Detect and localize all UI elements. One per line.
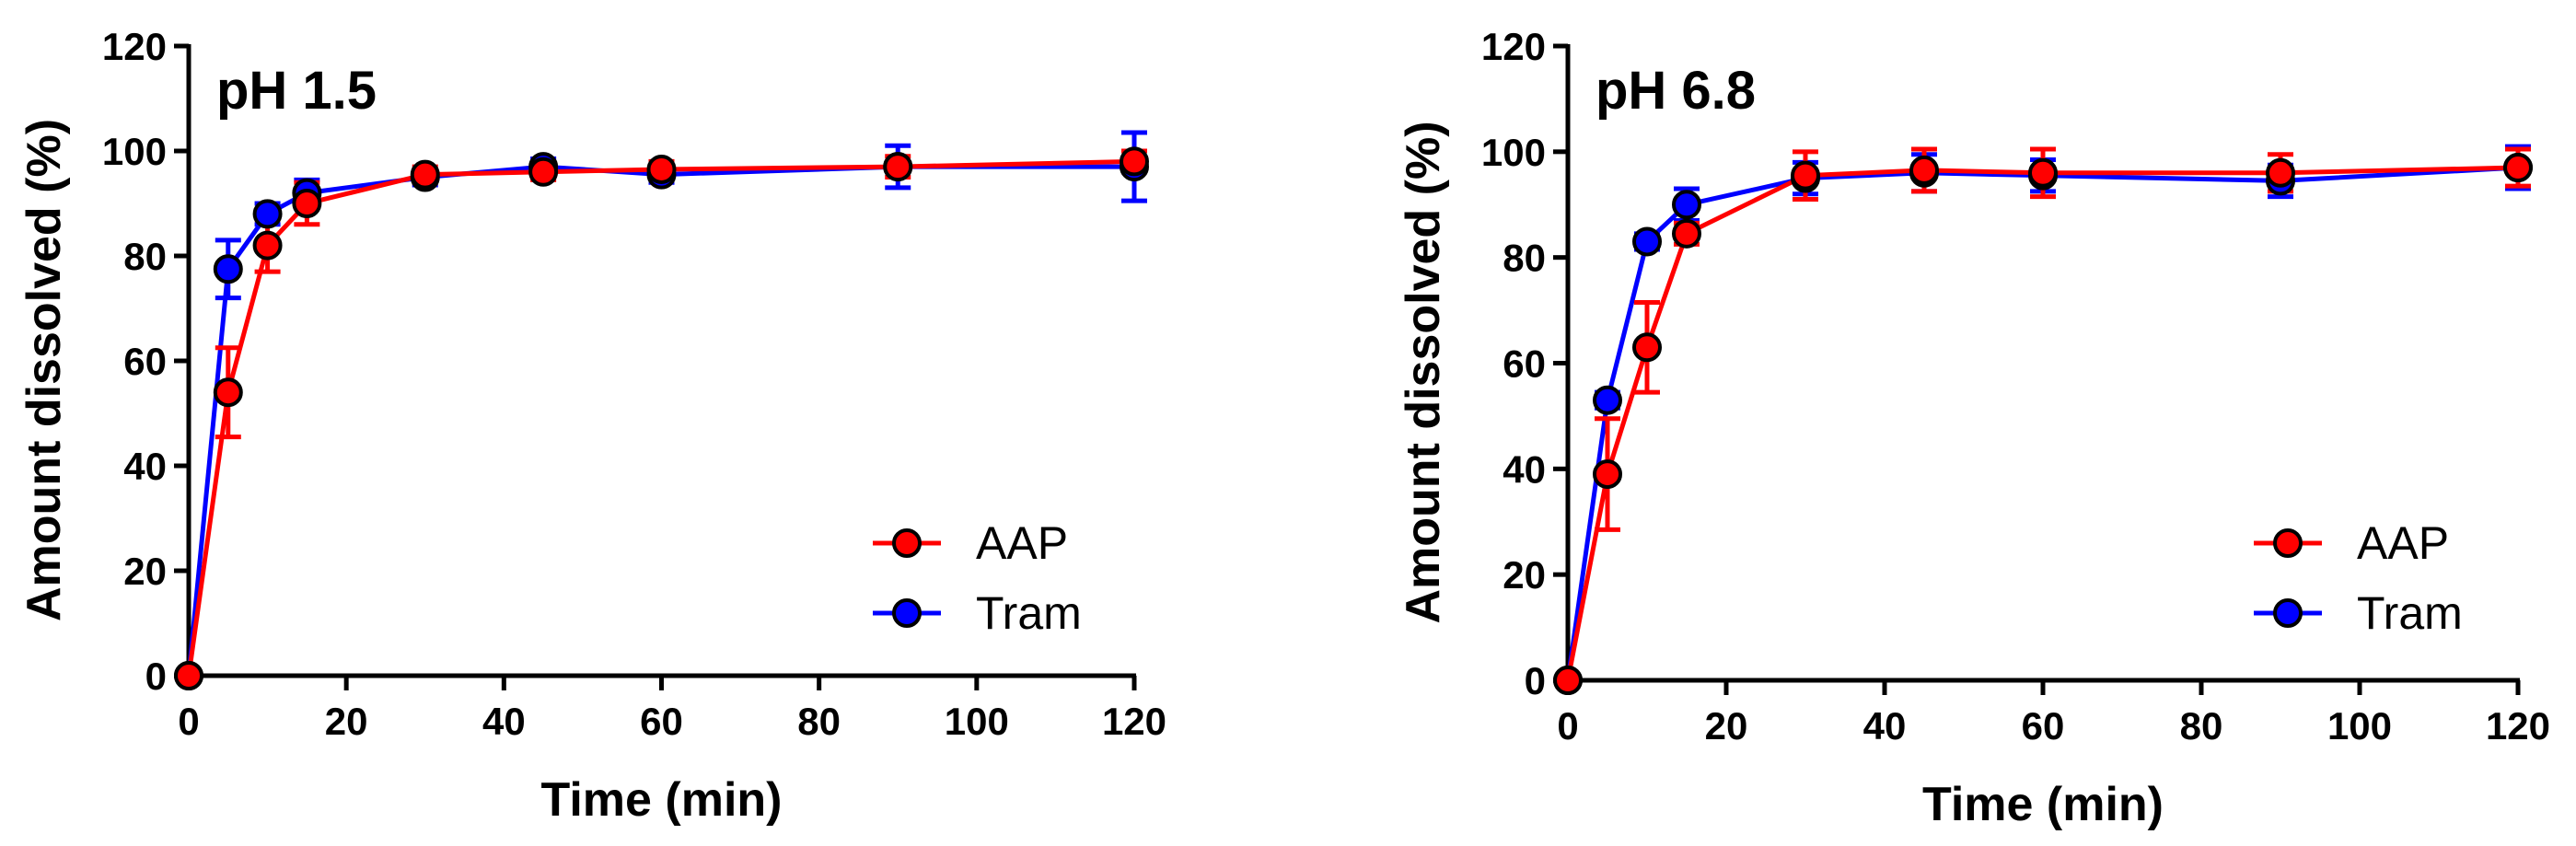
x-tick-label: 40 [1863, 704, 1907, 747]
legend-marker [2273, 598, 2303, 628]
legend: AAP Tram [873, 517, 1082, 639]
panel-title: pH 6.8 [1595, 61, 1756, 121]
x-tick-label: 80 [797, 700, 841, 743]
legend-marker [2273, 528, 2303, 558]
data-point [528, 156, 559, 187]
y-tick-label: 100 [1481, 131, 1546, 174]
legend-label: AAP [2357, 517, 2449, 569]
data-point [883, 152, 913, 182]
legend-label: Tram [2357, 587, 2463, 639]
legend-label: Tram [976, 587, 1082, 639]
x-tick-label: 60 [2022, 704, 2065, 747]
data-point [646, 154, 677, 184]
legend-item-tram: Tram [873, 587, 1082, 639]
y-tick-label: 120 [102, 25, 167, 68]
x-axis-title: Time (min) [1922, 778, 2164, 831]
y-tick-label: 40 [123, 445, 167, 488]
x-axis-title: Time (min) [541, 773, 783, 827]
data-point [1632, 332, 1662, 363]
x-tick-label: 100 [945, 700, 1009, 743]
data-point [252, 199, 283, 229]
legend: AAP Tram [2254, 517, 2463, 639]
y-tick-label: 120 [1481, 25, 1546, 68]
x-tick-label: 0 [178, 700, 199, 743]
y-tick-label: 80 [1503, 237, 1546, 280]
legend-marker [892, 598, 922, 628]
data-point [1553, 666, 1583, 695]
data-point [1791, 160, 1820, 191]
x-tick-label: 100 [2327, 704, 2392, 747]
y-tick-label: 60 [1503, 342, 1546, 386]
data-point [1672, 218, 1701, 249]
data-point [213, 254, 243, 284]
y-tick-label: 0 [145, 655, 167, 698]
data-point [1632, 226, 1662, 257]
legend-label: AAP [976, 517, 1068, 569]
y-tick-label: 60 [123, 340, 167, 383]
markers-aap [174, 146, 1149, 690]
x-tick-label: 20 [1705, 704, 1748, 747]
y-tick-label: 20 [123, 550, 167, 593]
x-tick-label: 0 [1557, 704, 1578, 747]
legend-item-aap: AAP [2254, 517, 2449, 569]
y-axis-title: Amount dissolved (%) [1397, 121, 1450, 623]
y-tick-label: 20 [1503, 553, 1546, 597]
data-point [1593, 459, 1622, 490]
legend-marker [892, 528, 922, 558]
data-point [1120, 146, 1149, 177]
panel-title: pH 1.5 [216, 61, 377, 121]
x-tick-label: 40 [482, 700, 526, 743]
y-axis-title: Amount dissolved (%) [17, 119, 71, 621]
chart-panel-ph-1-5: 0 20 40 60 80 100 120 0 20 40 60 80 100 120 Time (min)… [17, 25, 1166, 827]
y-tick-label: 0 [1525, 659, 1546, 702]
y-tick-label: 40 [1503, 447, 1546, 491]
data-point [252, 230, 283, 261]
x-tick-label: 60 [640, 700, 683, 743]
data-point [1909, 155, 1939, 185]
data-point [2028, 157, 2058, 188]
data-point [2503, 153, 2533, 183]
chart-panel-ph-6-8: 0 20 40 60 80 100 120 0 20 40 60 80 100 120 Time (min)… [1397, 25, 2550, 831]
markers-aap [1553, 153, 2533, 695]
data-point [213, 377, 243, 408]
y-tick-label: 100 [102, 130, 167, 173]
data-point [2266, 157, 2295, 188]
data-point [1593, 385, 1622, 415]
data-point [174, 661, 203, 690]
x-tick-label: 120 [1102, 700, 1166, 743]
legend-item-aap: AAP [873, 517, 1068, 569]
data-point [292, 189, 322, 218]
x-tick-label: 80 [2180, 704, 2223, 747]
x-tick-label: 20 [325, 700, 368, 743]
x-tick-label: 120 [2486, 704, 2550, 747]
legend-item-tram: Tram [2254, 587, 2463, 639]
y-tick-label: 80 [123, 235, 167, 278]
data-point [1672, 190, 1701, 220]
data-point [410, 159, 440, 190]
